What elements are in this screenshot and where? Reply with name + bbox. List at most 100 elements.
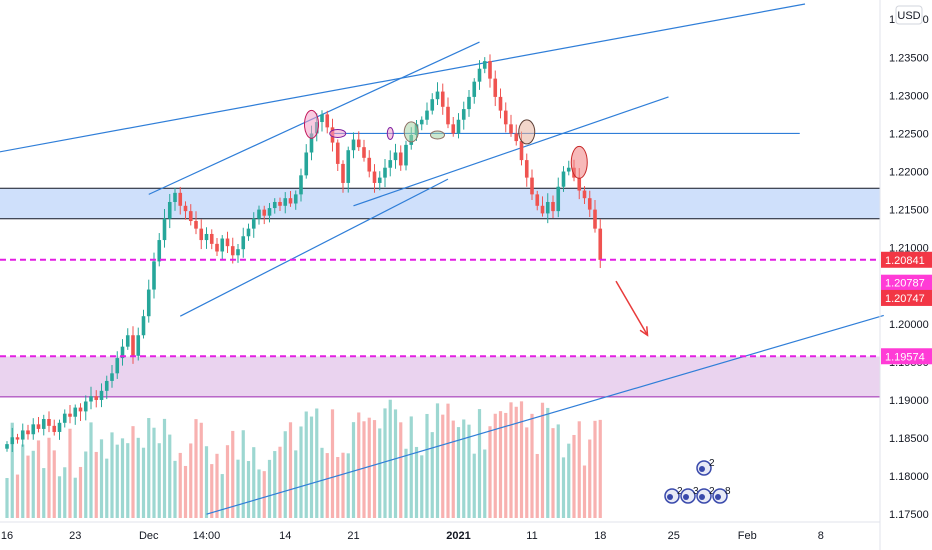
candle-body	[493, 78, 498, 97]
y-tick-label: 1.18000	[889, 471, 929, 483]
highlight-ellipse[interactable]	[430, 130, 445, 140]
highlight-ellipse[interactable]	[518, 119, 536, 145]
volume-bar	[351, 422, 356, 518]
highlight-ellipse[interactable]	[329, 128, 347, 138]
volume-bar	[73, 477, 77, 518]
candle-body	[220, 238, 225, 252]
volume-bar	[315, 408, 319, 518]
candle-body	[335, 142, 340, 164]
candle-body	[304, 152, 309, 176]
currency-button[interactable]: USD	[895, 5, 923, 25]
volume-bar	[540, 402, 545, 518]
price-tag[interactable]: 1.19574	[881, 348, 932, 365]
volume-bar	[593, 420, 597, 518]
price-tag-label: 1.20841	[885, 255, 925, 267]
x-tick-label: 14	[279, 530, 291, 542]
event-badges[interactable]: 22 3 2 8	[664, 458, 731, 504]
volume-bar	[141, 447, 146, 518]
candle-body	[509, 124, 513, 134]
volume-bar	[362, 421, 366, 518]
y-tick-label: 1.21000	[889, 243, 929, 255]
candle-body	[419, 119, 424, 125]
volume-bar	[99, 439, 104, 518]
candle-body	[346, 150, 351, 183]
volume-bar	[435, 403, 440, 518]
candle-body	[178, 192, 183, 206]
candle-body	[398, 152, 403, 166]
volume-bar	[94, 451, 98, 518]
volume-bar	[36, 440, 41, 518]
candle-body	[309, 133, 314, 153]
candle-body	[446, 106, 450, 125]
candle-body	[157, 240, 162, 262]
candle-body	[551, 201, 555, 212]
trendline[interactable]	[0, 3, 806, 156]
volume-bar	[388, 399, 392, 518]
volume-bar	[567, 443, 571, 518]
candle-body	[566, 167, 571, 172]
candle-body	[251, 218, 256, 229]
highlight-ellipse[interactable]	[304, 109, 319, 139]
event-badge[interactable]: 8	[712, 486, 731, 504]
currency-label: USD	[897, 10, 920, 22]
event-count: 8	[725, 486, 731, 497]
volume-bar	[546, 407, 550, 518]
trendline[interactable]	[353, 96, 669, 207]
x-tick-label: 21	[347, 530, 359, 542]
volume-bar	[409, 416, 413, 518]
volume-bar	[299, 426, 303, 518]
highlight-ellipse[interactable]	[403, 121, 419, 143]
volume-bar	[68, 428, 72, 518]
volume-bar	[168, 434, 172, 518]
candle-body	[68, 413, 72, 417]
price-tag[interactable]: 1.20787	[881, 274, 932, 291]
candle-body	[272, 201, 277, 209]
volume-bar	[21, 444, 25, 518]
candle-body	[293, 194, 298, 204]
event-badge[interactable]: 2	[664, 486, 683, 504]
event-badge[interactable]: 2	[696, 486, 715, 504]
volume-bar	[110, 432, 114, 518]
down-arrow-shaft[interactable]	[615, 280, 649, 336]
volume-bar	[530, 413, 534, 518]
y-tick-label: 1.20000	[889, 319, 929, 331]
event-badge[interactable]: 2	[696, 458, 715, 476]
volume-bar	[441, 414, 445, 518]
pink-zone	[0, 356, 880, 397]
candle-body	[582, 190, 587, 199]
trendline[interactable]	[179, 178, 449, 317]
price-tag-box	[881, 251, 932, 268]
highlight-ellipse[interactable]	[570, 145, 588, 179]
volume-bar	[267, 459, 272, 518]
volume-bar	[483, 449, 487, 518]
price-tag-box	[881, 274, 932, 291]
candle-body	[498, 96, 503, 111]
volume-bar	[304, 411, 308, 518]
volume-bar	[372, 420, 377, 518]
down-arrow-head	[639, 326, 649, 337]
candle-body	[477, 68, 482, 82]
candle-body	[199, 228, 204, 241]
y-tick-label: 1.22000	[889, 167, 929, 179]
x-tick-label: 23	[69, 530, 81, 542]
highlight-ellipse[interactable]	[386, 126, 394, 140]
price-tag-label: 1.20787	[885, 278, 925, 290]
candle-body	[467, 96, 471, 110]
candle-body	[230, 246, 235, 256]
trendline[interactable]	[206, 314, 884, 515]
price-tag[interactable]: 1.20841	[881, 251, 932, 268]
event-count: 2	[709, 486, 715, 497]
event-badge[interactable]: 3	[680, 486, 699, 504]
candle-body	[404, 144, 408, 166]
event-dot	[699, 466, 705, 472]
candle-body	[31, 424, 36, 435]
candle-body	[241, 236, 246, 250]
x-tick-label: 16	[1, 530, 13, 542]
candle-body	[89, 396, 93, 402]
volume-bar	[278, 446, 282, 518]
candle-body	[215, 243, 219, 252]
candle-body	[545, 201, 550, 214]
price-tag[interactable]: 1.20747	[881, 289, 932, 306]
candle-body	[125, 335, 130, 347]
